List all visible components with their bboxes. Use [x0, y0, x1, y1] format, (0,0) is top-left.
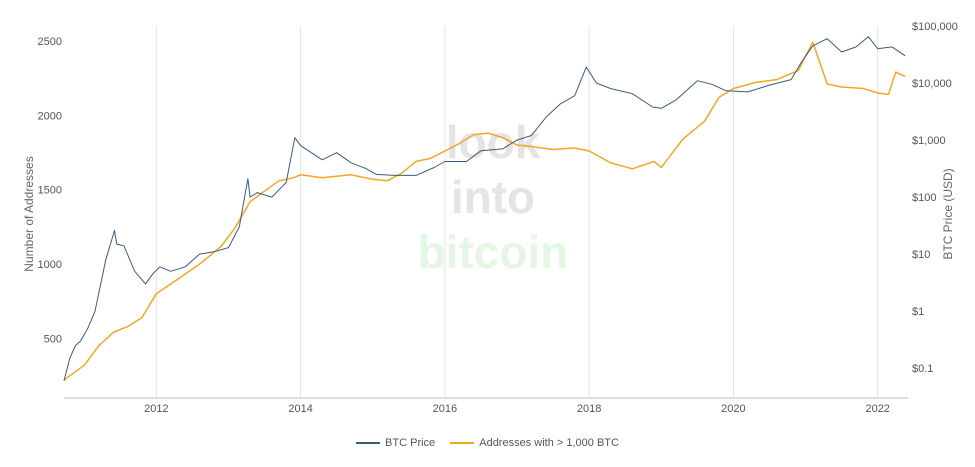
y-left-tick-label: 2000 [38, 110, 62, 122]
y-right-tick-label: $1 [912, 306, 924, 318]
legend-item-addresses[interactable]: Addresses with > 1,000 BTC [450, 437, 619, 449]
legend-swatch-addresses [450, 442, 475, 445]
x-tick-label: 2018 [577, 403, 601, 415]
series-line-btc-price [63, 36, 906, 381]
series-lines [63, 36, 906, 381]
watermark-bitcoin: bitcoin [418, 226, 569, 278]
y-right-tick-label: $10 [912, 249, 930, 261]
y-right-tick-labels: $0.1 $1 $10 $100 $1,000 $10,000 $100,000 [912, 21, 958, 375]
y-left-tick-label: 500 [44, 333, 62, 345]
watermark-look: look [446, 116, 541, 168]
y-left-tick-label: 2500 [38, 36, 62, 48]
y-left-axis-title: Number of Addresses [22, 156, 36, 271]
y-right-tick-label: $100 [912, 192, 936, 204]
legend-swatch-btc-price [356, 442, 381, 445]
legend: BTC Price Addresses with > 1,000 BTC [0, 437, 975, 449]
x-tick-labels: 2012 2014 2016 2018 2020 2022 [144, 403, 890, 415]
y-right-tick-label: $10,000 [912, 78, 952, 90]
y-left-tick-label: 1500 [38, 185, 62, 197]
y-left-tick-labels: 500 1000 1500 2000 2500 [38, 36, 62, 346]
y-right-axis-title: BTC Price (USD) [941, 168, 955, 259]
legend-item-btc-price[interactable]: BTC Price [356, 437, 435, 449]
watermark: look into bitcoin [418, 116, 569, 278]
x-tick-label: 2020 [721, 403, 745, 415]
series-line-addresses-over-1000-btc [63, 41, 906, 381]
y-right-tick-label: $1,000 [912, 135, 946, 147]
legend-label-addresses: Addresses with > 1,000 BTC [479, 437, 619, 449]
y-right-tick-label: $100,000 [912, 21, 958, 33]
x-tick-label: 2016 [433, 403, 457, 415]
watermark-into: into [451, 171, 535, 223]
y-left-tick-label: 1000 [38, 259, 62, 271]
legend-label-btc-price: BTC Price [385, 437, 436, 449]
x-tick-label: 2014 [288, 403, 312, 415]
y-right-tick-label: $0.1 [912, 363, 933, 375]
x-tick-label: 2022 [865, 403, 889, 415]
x-tick-label: 2012 [144, 403, 168, 415]
